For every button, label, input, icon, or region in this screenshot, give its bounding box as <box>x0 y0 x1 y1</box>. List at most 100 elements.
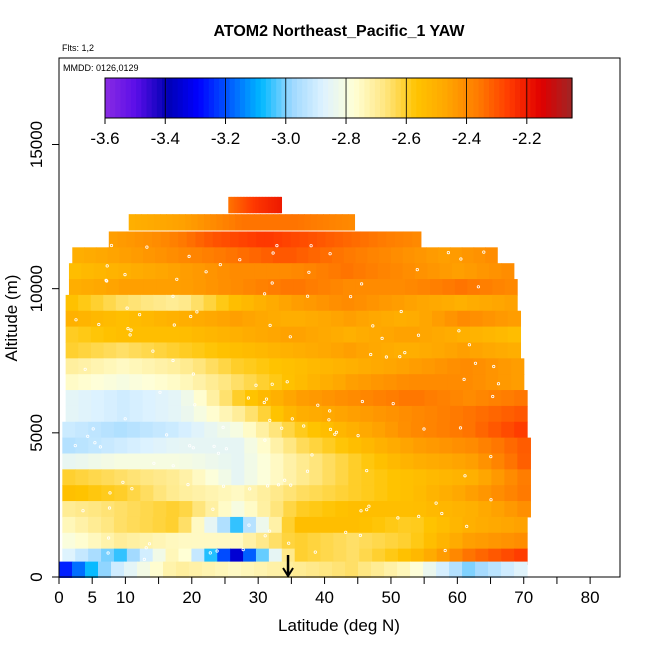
heatmap-cell <box>152 532 167 550</box>
heatmap-cell <box>255 326 269 343</box>
heatmap-cell <box>254 263 268 280</box>
heatmap-cell <box>230 532 244 550</box>
colorbar-swatch <box>509 78 516 118</box>
heatmap-cell <box>78 390 92 407</box>
heatmap-cell <box>281 532 296 550</box>
heatmap-cell <box>217 310 231 328</box>
heatmap-cell <box>391 294 405 312</box>
x-tick-label: 60 <box>448 588 467 607</box>
colorbar-swatch <box>276 78 283 118</box>
heatmap-cell <box>501 561 515 578</box>
heatmap-cell <box>397 421 412 439</box>
heatmap-cell <box>88 516 102 534</box>
track-point <box>107 506 112 510</box>
heatmap-cell <box>410 532 425 550</box>
heatmap-cell <box>405 279 419 296</box>
colorbar-frame <box>104 77 573 119</box>
heatmap-cell <box>462 532 477 550</box>
heatmap-cell <box>423 548 438 565</box>
heatmap-cell <box>256 196 259 214</box>
latitude-marker-arrow <box>282 555 294 578</box>
heatmap-cell <box>235 196 238 214</box>
heatmap-cell <box>244 501 258 518</box>
heatmap-cell <box>255 279 269 296</box>
heatmap-cell <box>366 294 380 312</box>
heatmap-cell <box>492 279 506 296</box>
heatmap-cell <box>359 421 373 439</box>
heatmap-cell <box>343 342 357 359</box>
heatmap-cell <box>465 453 479 470</box>
colorbar-swatch <box>514 78 521 118</box>
heatmap-cell <box>155 263 169 280</box>
heatmap-cell <box>218 437 232 454</box>
heatmap-cell <box>270 453 284 470</box>
heatmap-cell <box>269 196 272 214</box>
heatmap-cell <box>343 247 357 264</box>
heatmap-cell <box>75 421 89 439</box>
heatmap-cell <box>421 374 436 391</box>
heatmap-cell <box>296 501 310 518</box>
heatmap-cell <box>270 437 284 454</box>
heatmap-cell <box>462 516 477 534</box>
heatmap-cell <box>450 390 464 407</box>
colorbar-swatch <box>229 78 236 118</box>
heatmap-cell <box>355 247 368 264</box>
track-point <box>188 444 192 448</box>
colorbar-swatch <box>172 78 179 118</box>
track-point <box>130 487 134 491</box>
heatmap-cell <box>333 516 347 534</box>
heatmap-cell <box>371 358 385 375</box>
heatmap-cell <box>62 516 76 534</box>
heatmap-cell <box>284 247 298 264</box>
colorbar-swatch <box>146 78 153 118</box>
heatmap-cell <box>361 485 375 502</box>
heatmap-cell <box>318 342 332 359</box>
heatmap-cell <box>193 390 208 407</box>
heatmap-cell <box>411 390 426 407</box>
heatmap-cell <box>231 469 245 486</box>
heatmap-cell <box>218 469 232 486</box>
heatmap-cell <box>192 437 206 454</box>
heatmap-cell <box>328 294 343 312</box>
heatmap-cell <box>240 196 243 214</box>
heatmap-cell <box>359 548 373 565</box>
colorbar-tick-label: -2.8 <box>331 129 360 148</box>
heatmap-cell <box>232 196 235 214</box>
heatmap-cell <box>103 358 118 375</box>
heatmap-cell <box>437 405 451 423</box>
heatmap-cell <box>482 310 496 328</box>
heatmap-cell <box>466 294 481 312</box>
heatmap-cell <box>374 501 388 518</box>
heatmap-cell <box>400 453 414 470</box>
x-tick-label: 70 <box>514 588 533 607</box>
colorbar-swatch <box>302 78 308 118</box>
heatmap-cell <box>204 342 218 359</box>
heatmap-cell <box>358 374 372 391</box>
heatmap-cell <box>491 437 505 454</box>
heatmap-cell <box>291 214 299 231</box>
heatmap-cell <box>423 561 437 578</box>
heatmap-cell <box>192 501 206 518</box>
heatmap-cell <box>166 214 174 231</box>
heatmap-cell <box>381 310 395 328</box>
heatmap-cell <box>305 326 319 343</box>
heatmap-cell <box>244 437 258 454</box>
heatmap-cell <box>270 485 284 502</box>
x-tick-label: 40 <box>315 588 334 607</box>
track-point <box>73 443 77 448</box>
heatmap-cell <box>498 358 512 375</box>
track-point <box>158 390 162 394</box>
colorbar-swatch <box>504 78 511 118</box>
heatmap-cell <box>431 310 446 328</box>
track-point <box>403 350 407 355</box>
heatmap-cell <box>514 421 528 439</box>
heatmap-cell <box>359 516 373 534</box>
heatmap-cell <box>465 485 479 502</box>
heatmap-cell <box>81 263 95 280</box>
heatmap-cell <box>373 405 387 423</box>
heatmap-layer <box>59 196 531 578</box>
heatmap-cell <box>342 279 356 296</box>
heatmap-cell <box>306 561 320 578</box>
heatmap-cell <box>367 247 380 264</box>
